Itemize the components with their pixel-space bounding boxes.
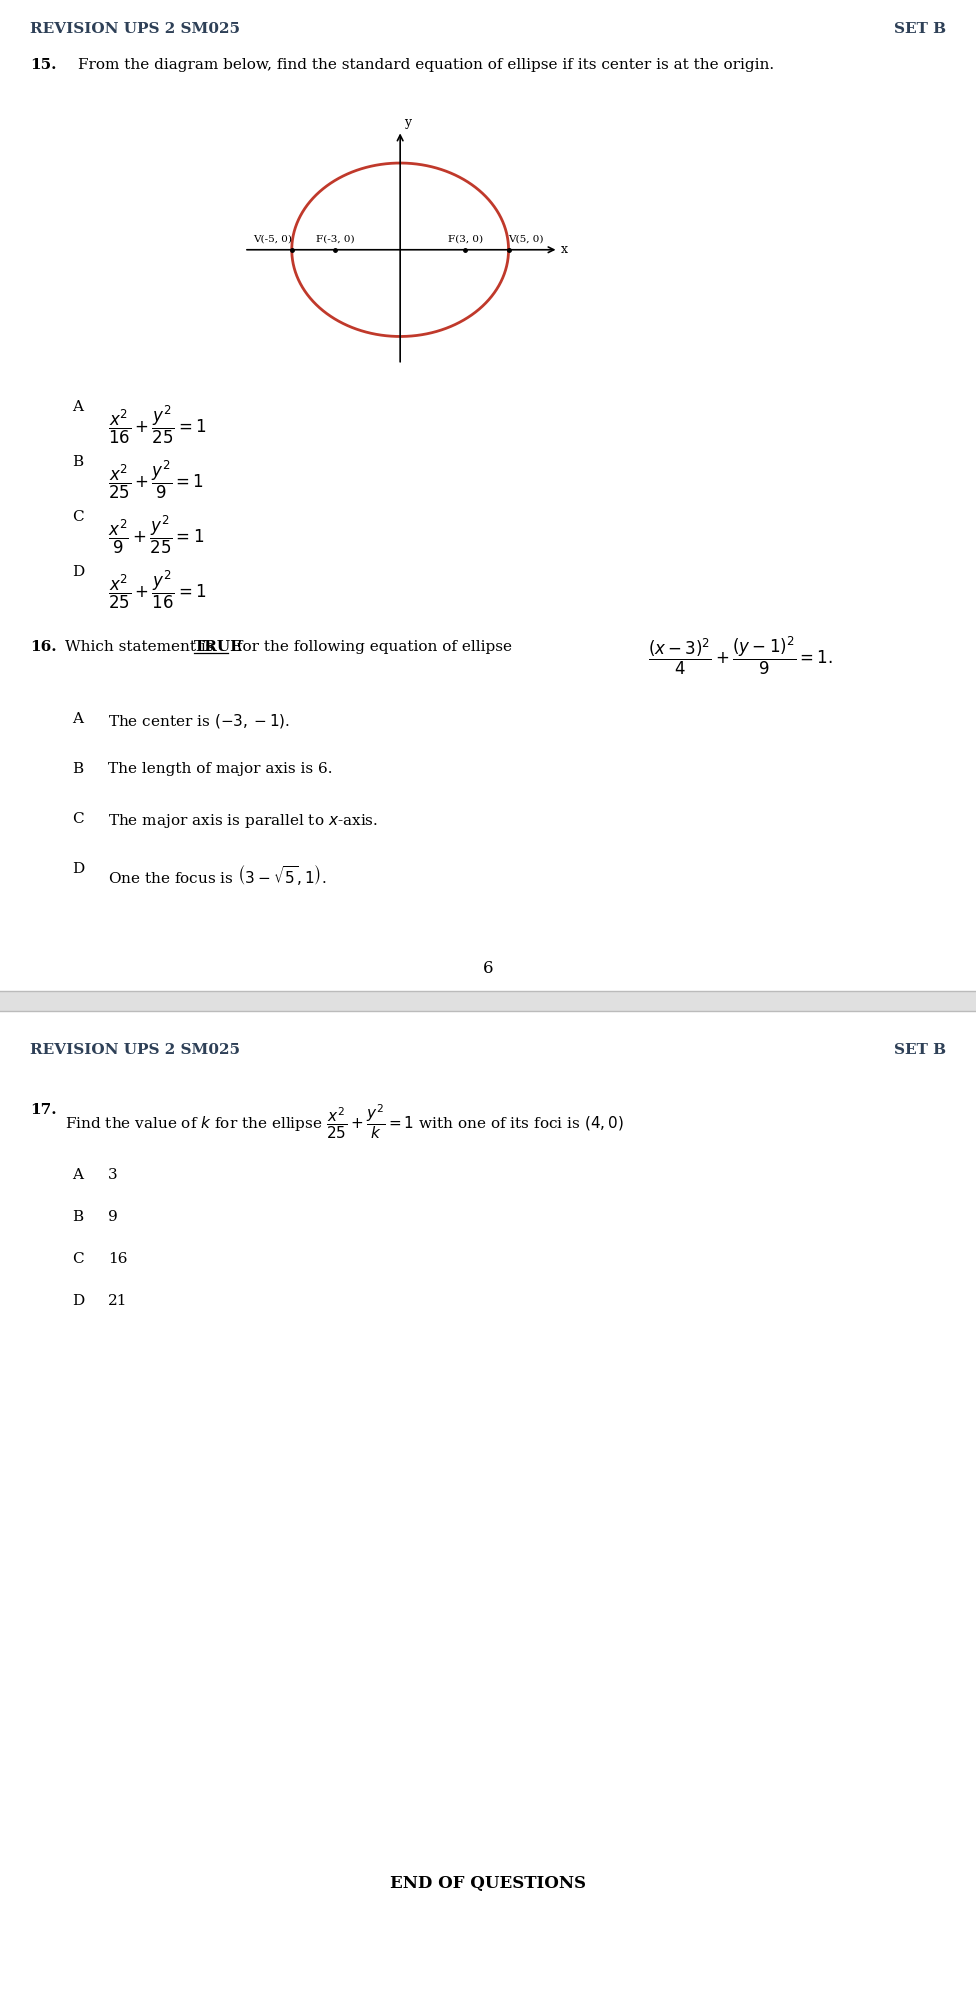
Text: D: D [72, 1293, 84, 1307]
Text: Which statement is: Which statement is [65, 640, 219, 654]
Text: One the focus is $\left(3-\sqrt{5},1\right)$.: One the focus is $\left(3-\sqrt{5},1\rig… [108, 861, 327, 887]
Text: B: B [72, 1209, 83, 1223]
Text: D: D [72, 861, 84, 875]
Text: F(-3, 0): F(-3, 0) [316, 235, 354, 243]
Text: REVISION UPS 2 SM025: REVISION UPS 2 SM025 [30, 1042, 240, 1056]
Text: 16: 16 [108, 1251, 128, 1265]
Text: C: C [72, 1251, 84, 1265]
Text: B: B [72, 455, 83, 469]
Text: $\dfrac{x^2}{25}+\dfrac{y^2}{16}=1$: $\dfrac{x^2}{25}+\dfrac{y^2}{16}=1$ [108, 569, 206, 611]
Text: 21: 21 [108, 1293, 128, 1307]
Text: TRUE: TRUE [194, 640, 243, 654]
Text: 15.: 15. [30, 58, 57, 72]
Text: A: A [72, 400, 83, 414]
Text: F(3, 0): F(3, 0) [448, 235, 483, 243]
Text: $\dfrac{x^2}{16}+\dfrac{y^2}{25}=1$: $\dfrac{x^2}{16}+\dfrac{y^2}{25}=1$ [108, 404, 206, 446]
Text: y: y [404, 115, 411, 129]
Text: END OF QUESTIONS: END OF QUESTIONS [390, 1874, 586, 1892]
Text: 16.: 16. [30, 640, 57, 654]
Text: C: C [72, 812, 84, 825]
Text: The major axis is parallel to $x$-axis.: The major axis is parallel to $x$-axis. [108, 812, 378, 829]
Text: D: D [72, 565, 84, 579]
Text: V(-5, 0): V(-5, 0) [253, 235, 292, 243]
Text: $\dfrac{x^2}{25}+\dfrac{y^2}{9}=1$: $\dfrac{x^2}{25}+\dfrac{y^2}{9}=1$ [108, 459, 204, 501]
Text: Find the value of $k$ for the ellipse $\dfrac{x^2}{25}+\dfrac{y^2}{k}=1$ with on: Find the value of $k$ for the ellipse $\… [65, 1102, 624, 1142]
Text: for the following equation of ellipse: for the following equation of ellipse [232, 640, 512, 654]
Text: The length of major axis is 6.: The length of major axis is 6. [108, 762, 333, 776]
Text: x: x [560, 243, 568, 257]
Text: SET B: SET B [894, 1042, 946, 1056]
Text: $\dfrac{x^2}{9}+\dfrac{y^2}{25}=1$: $\dfrac{x^2}{9}+\dfrac{y^2}{25}=1$ [108, 513, 204, 557]
Text: C: C [72, 509, 84, 523]
Text: B: B [72, 762, 83, 776]
Text: A: A [72, 1168, 83, 1181]
Text: A: A [72, 712, 83, 726]
Text: From the diagram below, find the standard equation of ellipse if its center is a: From the diagram below, find the standar… [78, 58, 774, 72]
Text: REVISION UPS 2 SM025: REVISION UPS 2 SM025 [30, 22, 240, 36]
Text: SET B: SET B [894, 22, 946, 36]
Text: 3: 3 [108, 1168, 118, 1181]
Text: 6: 6 [483, 959, 493, 977]
Text: 9: 9 [108, 1209, 118, 1223]
Bar [0, 991, 976, 1012]
Text: $\dfrac{(x-3)^2}{4}+\dfrac{(y-1)^2}{9}=1.$: $\dfrac{(x-3)^2}{4}+\dfrac{(y-1)^2}{9}=1… [648, 634, 833, 676]
Text: The center is $(-3,-1)$.: The center is $(-3,-1)$. [108, 712, 290, 730]
Text: 17.: 17. [30, 1102, 57, 1116]
Text: V(5, 0): V(5, 0) [508, 235, 544, 243]
